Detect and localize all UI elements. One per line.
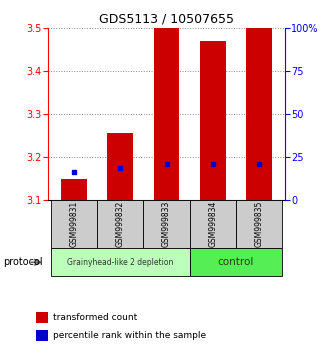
Bar [190, 249, 282, 276]
Bar [51, 200, 97, 248]
Bar [107, 133, 133, 200]
Bar [154, 28, 179, 200]
Text: GSM999833: GSM999833 [162, 201, 171, 247]
Text: GSM999834: GSM999834 [208, 201, 217, 247]
Bar [36, 312, 48, 323]
Bar [36, 330, 48, 341]
Bar [143, 200, 190, 248]
Bar [200, 41, 226, 200]
Text: percentile rank within the sample: percentile rank within the sample [53, 331, 206, 340]
Bar [51, 249, 190, 276]
Text: GSM999832: GSM999832 [116, 201, 125, 247]
Bar [190, 200, 236, 248]
Text: GDS5113 / 10507655: GDS5113 / 10507655 [99, 12, 234, 25]
Bar [246, 28, 272, 200]
Text: transformed count: transformed count [53, 313, 138, 322]
Text: GSM999831: GSM999831 [69, 201, 78, 247]
Text: GSM999835: GSM999835 [255, 201, 264, 247]
Bar [61, 178, 87, 200]
Bar [236, 200, 282, 248]
Text: Grainyhead-like 2 depletion: Grainyhead-like 2 depletion [67, 258, 173, 267]
Text: control: control [218, 257, 254, 267]
Text: protocol: protocol [3, 257, 43, 267]
Bar [97, 200, 143, 248]
